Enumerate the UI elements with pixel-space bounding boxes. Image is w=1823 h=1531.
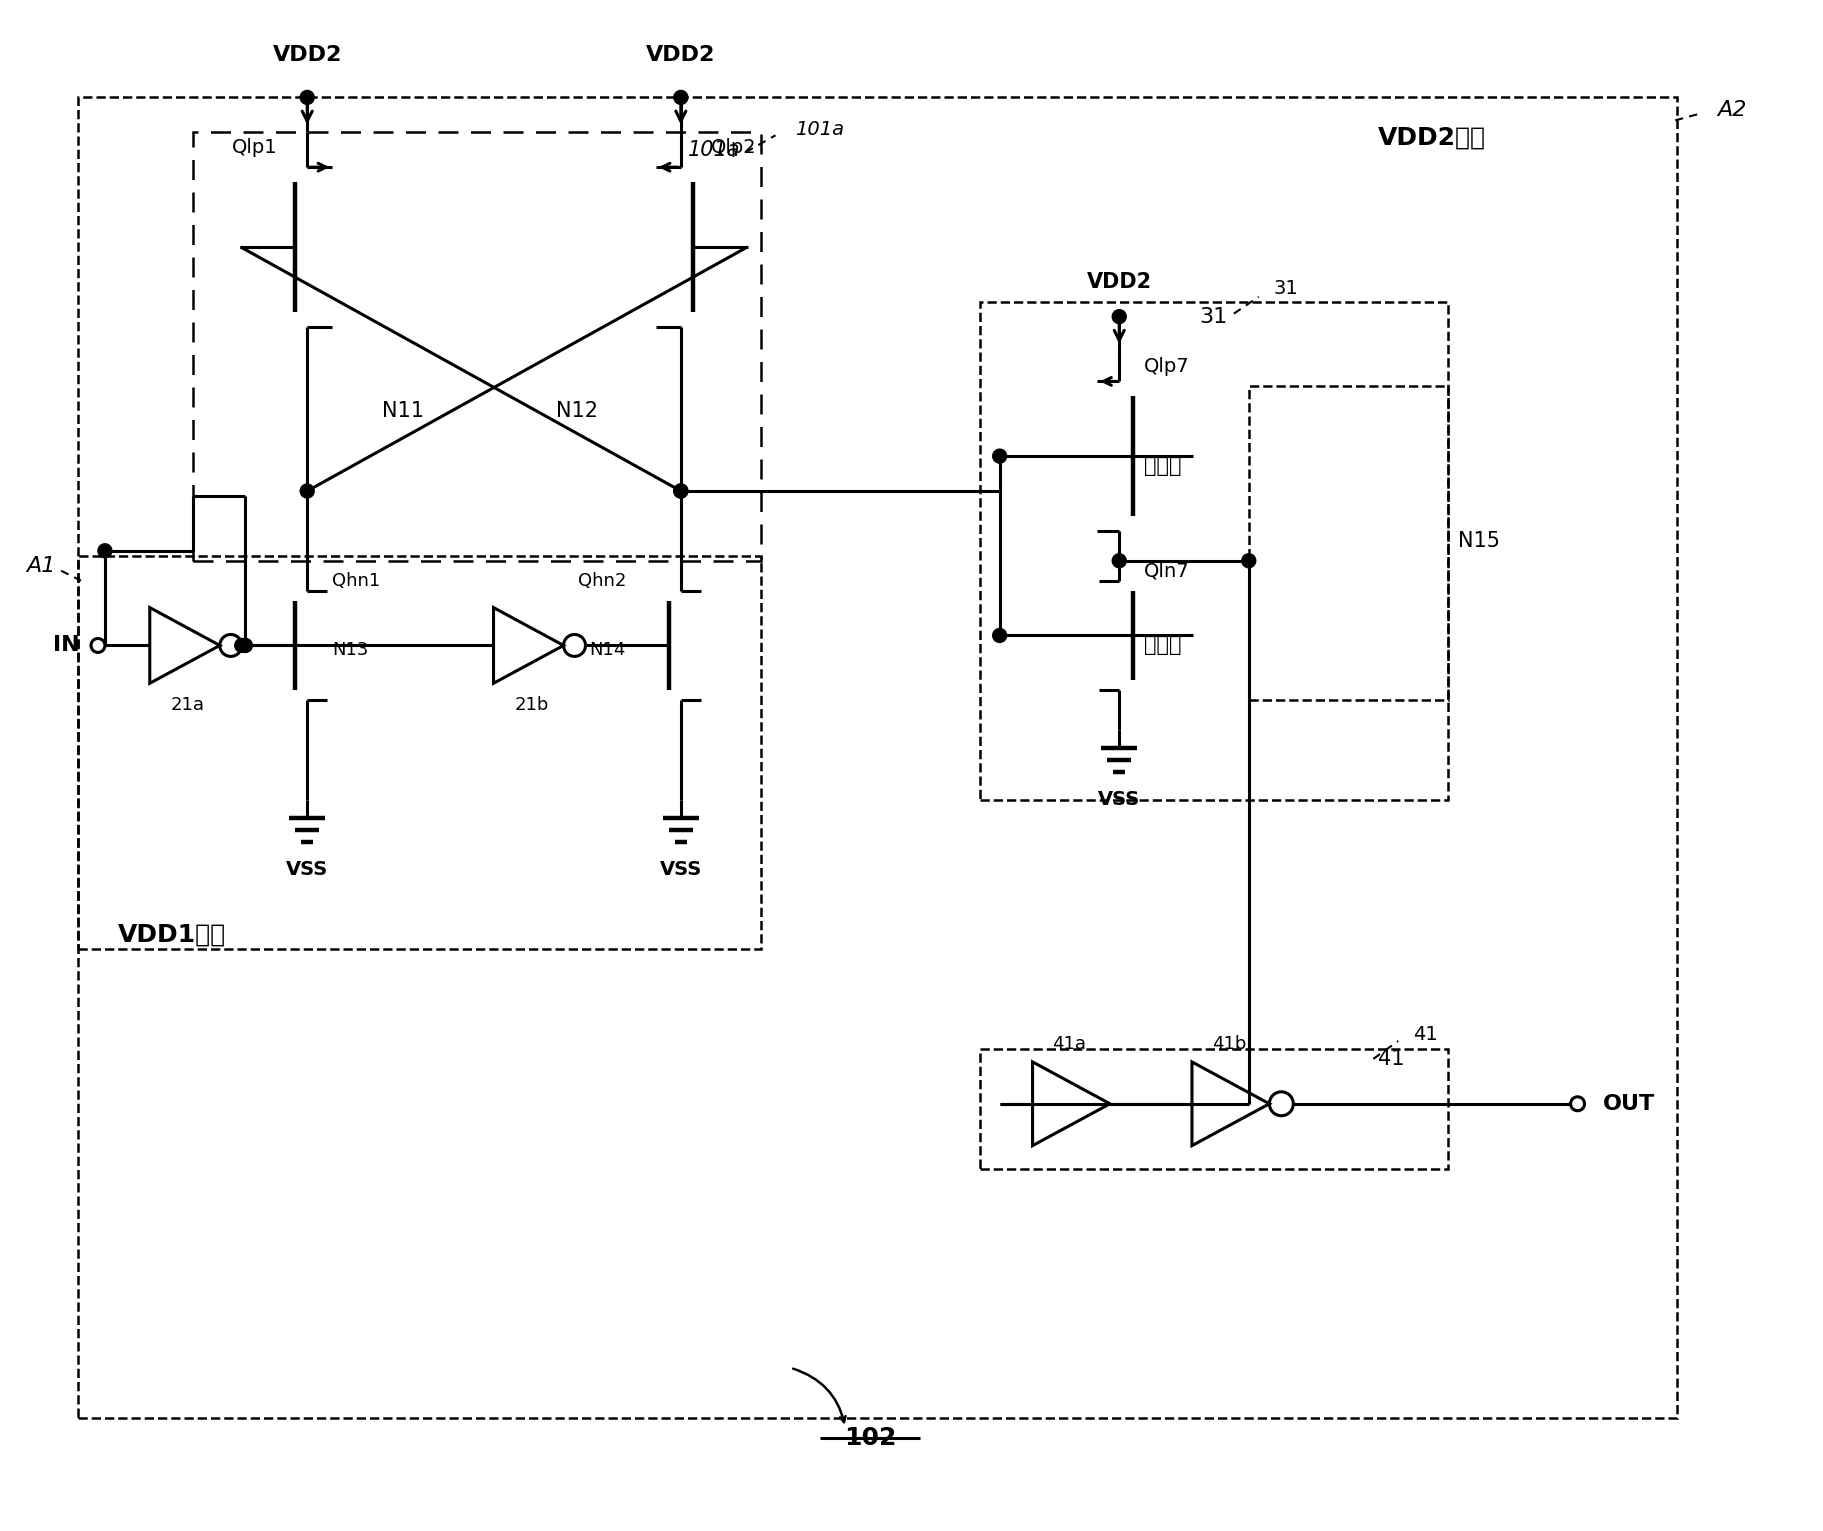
Bar	[979, 1049, 1447, 1168]
Bar	[193, 132, 760, 560]
Text: N12: N12	[556, 401, 598, 421]
Text: VDD2: VDD2	[272, 44, 341, 64]
Text: 21a: 21a	[171, 697, 204, 715]
Text: N15: N15	[1457, 531, 1499, 551]
Text: Qlp2: Qlp2	[711, 138, 757, 156]
Text: 21b: 21b	[514, 697, 549, 715]
Text: OUT: OUT	[1602, 1093, 1653, 1113]
Circle shape	[673, 90, 687, 104]
Text: 101a: 101a	[687, 141, 740, 161]
Circle shape	[301, 90, 314, 104]
Circle shape	[1112, 554, 1125, 568]
Circle shape	[1241, 554, 1254, 568]
Text: Qhn2: Qhn2	[578, 571, 625, 589]
Text: A2: A2	[1715, 101, 1745, 121]
Text: N11: N11	[381, 401, 423, 421]
Text: Qhn1: Qhn1	[332, 571, 381, 589]
Text: 能力小: 能力小	[1143, 635, 1181, 655]
Text: 31: 31	[1198, 306, 1227, 326]
Circle shape	[235, 638, 248, 652]
Text: VDD2系统: VDD2系统	[1378, 126, 1486, 150]
Bar	[78, 98, 1677, 1418]
Text: 41: 41	[1378, 1049, 1404, 1069]
Text: QIn7: QIn7	[1143, 562, 1189, 580]
Text: VDD2: VDD2	[1087, 273, 1150, 292]
Text: IN: IN	[53, 635, 80, 655]
Bar	[1249, 386, 1447, 700]
Text: Qlp1: Qlp1	[232, 138, 277, 156]
Text: VSS: VSS	[1097, 790, 1139, 810]
Circle shape	[1112, 309, 1125, 323]
Text: 102: 102	[844, 1425, 895, 1450]
Bar	[78, 556, 760, 949]
Text: 41a: 41a	[1052, 1035, 1087, 1053]
Bar	[979, 302, 1447, 799]
Text: VSS: VSS	[286, 860, 328, 879]
Text: 31: 31	[1272, 279, 1298, 299]
Text: Qlp7: Qlp7	[1143, 357, 1189, 377]
Text: VDD1系统: VDD1系统	[118, 922, 226, 946]
Text: N13: N13	[332, 641, 368, 660]
Text: 41b: 41b	[1210, 1035, 1245, 1053]
Text: N14: N14	[589, 641, 625, 660]
Text: A1: A1	[26, 556, 55, 576]
Circle shape	[301, 484, 314, 498]
Text: VSS: VSS	[660, 860, 702, 879]
Circle shape	[239, 638, 252, 652]
Circle shape	[992, 629, 1006, 643]
Circle shape	[98, 544, 111, 557]
Text: 能力大: 能力大	[1143, 456, 1181, 476]
Text: VDD2: VDD2	[645, 44, 715, 64]
Circle shape	[673, 484, 687, 498]
Text: 101a: 101a	[795, 119, 844, 139]
Circle shape	[673, 484, 687, 498]
Text: 41: 41	[1413, 1024, 1437, 1044]
Circle shape	[992, 449, 1006, 462]
